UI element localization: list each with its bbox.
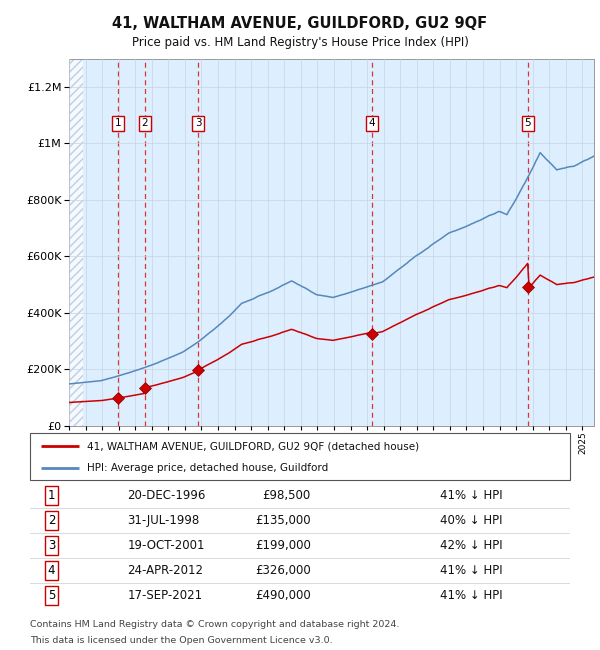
Text: £199,000: £199,000 <box>255 539 311 552</box>
Text: £326,000: £326,000 <box>255 564 311 577</box>
FancyBboxPatch shape <box>30 433 570 480</box>
Text: 5: 5 <box>524 118 531 129</box>
Text: Contains HM Land Registry data © Crown copyright and database right 2024.: Contains HM Land Registry data © Crown c… <box>30 620 400 629</box>
Text: 41% ↓ HPI: 41% ↓ HPI <box>440 564 503 577</box>
Text: HPI: Average price, detached house, Guildford: HPI: Average price, detached house, Guil… <box>86 463 328 473</box>
Text: 31-JUL-1998: 31-JUL-1998 <box>127 514 199 527</box>
Text: Price paid vs. HM Land Registry's House Price Index (HPI): Price paid vs. HM Land Registry's House … <box>131 36 469 49</box>
Text: This data is licensed under the Open Government Licence v3.0.: This data is licensed under the Open Gov… <box>30 636 332 645</box>
Text: 3: 3 <box>195 118 202 129</box>
Text: 2: 2 <box>48 514 55 527</box>
Text: £135,000: £135,000 <box>255 514 311 527</box>
Text: 20-DEC-1996: 20-DEC-1996 <box>127 489 206 502</box>
Text: 4: 4 <box>48 564 55 577</box>
Text: 41, WALTHAM AVENUE, GUILDFORD, GU2 9QF (detached house): 41, WALTHAM AVENUE, GUILDFORD, GU2 9QF (… <box>86 441 419 451</box>
Text: £490,000: £490,000 <box>255 589 311 602</box>
Text: 1: 1 <box>115 118 122 129</box>
Text: £98,500: £98,500 <box>263 489 311 502</box>
Text: 24-APR-2012: 24-APR-2012 <box>127 564 203 577</box>
Text: 5: 5 <box>48 589 55 602</box>
Text: 40% ↓ HPI: 40% ↓ HPI <box>440 514 503 527</box>
Text: 3: 3 <box>48 539 55 552</box>
Text: 42% ↓ HPI: 42% ↓ HPI <box>440 539 503 552</box>
Text: 19-OCT-2001: 19-OCT-2001 <box>127 539 205 552</box>
Text: 2: 2 <box>142 118 148 129</box>
Text: 1: 1 <box>48 489 55 502</box>
Text: 4: 4 <box>369 118 376 129</box>
Text: 41% ↓ HPI: 41% ↓ HPI <box>440 489 503 502</box>
Text: 17-SEP-2021: 17-SEP-2021 <box>127 589 202 602</box>
Text: 41% ↓ HPI: 41% ↓ HPI <box>440 589 503 602</box>
Text: 41, WALTHAM AVENUE, GUILDFORD, GU2 9QF: 41, WALTHAM AVENUE, GUILDFORD, GU2 9QF <box>112 16 488 31</box>
